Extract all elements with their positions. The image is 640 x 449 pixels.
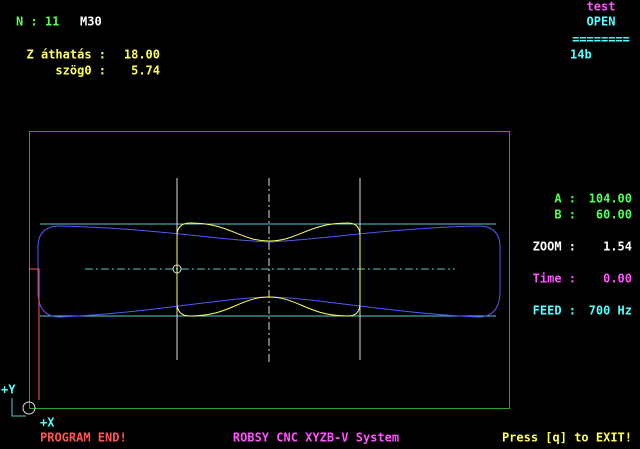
angle-label: szög0 : [55, 64, 106, 78]
separator: ======== [572, 33, 630, 47]
time-label: Time : [533, 272, 576, 286]
angle-value: 5.74 [131, 64, 160, 78]
work-area [29, 131, 510, 409]
origin [22, 401, 36, 415]
file-name: test [587, 0, 616, 14]
program-message: PROGRAM END! [40, 431, 127, 445]
b-value: 60.00 [596, 208, 632, 222]
file-state: OPEN [587, 15, 616, 29]
status-code: 14b [570, 48, 592, 62]
zoom-label: ZOOM : [533, 240, 576, 254]
a-label: A : [554, 192, 576, 206]
tool-path [29, 268, 40, 400]
feed-label: FEED : [533, 304, 576, 318]
y-axis-label: +Y [1, 383, 16, 397]
exit-hint: Press [q] to EXIT! [502, 431, 632, 445]
feed-value: 700 Hz [589, 304, 632, 318]
time-value: 0.00 [603, 272, 632, 286]
axis-indicator [11, 398, 26, 417]
outer-contour [37, 225, 501, 318]
z-value: 18.00 [124, 48, 160, 62]
inner-contour [176, 222, 361, 317]
b-label: B : [554, 208, 576, 222]
a-value: 104.00 [589, 192, 632, 206]
x-axis-label: +X [40, 416, 55, 430]
block-number: N : 11 [16, 15, 59, 29]
system-name: ROBSY CNC XYZB-V System [233, 431, 399, 445]
m-code: M30 [80, 15, 102, 29]
z-label: Z áthatás : [27, 48, 106, 62]
tool-position [172, 264, 182, 274]
zoom-value: 1.54 [603, 240, 632, 254]
